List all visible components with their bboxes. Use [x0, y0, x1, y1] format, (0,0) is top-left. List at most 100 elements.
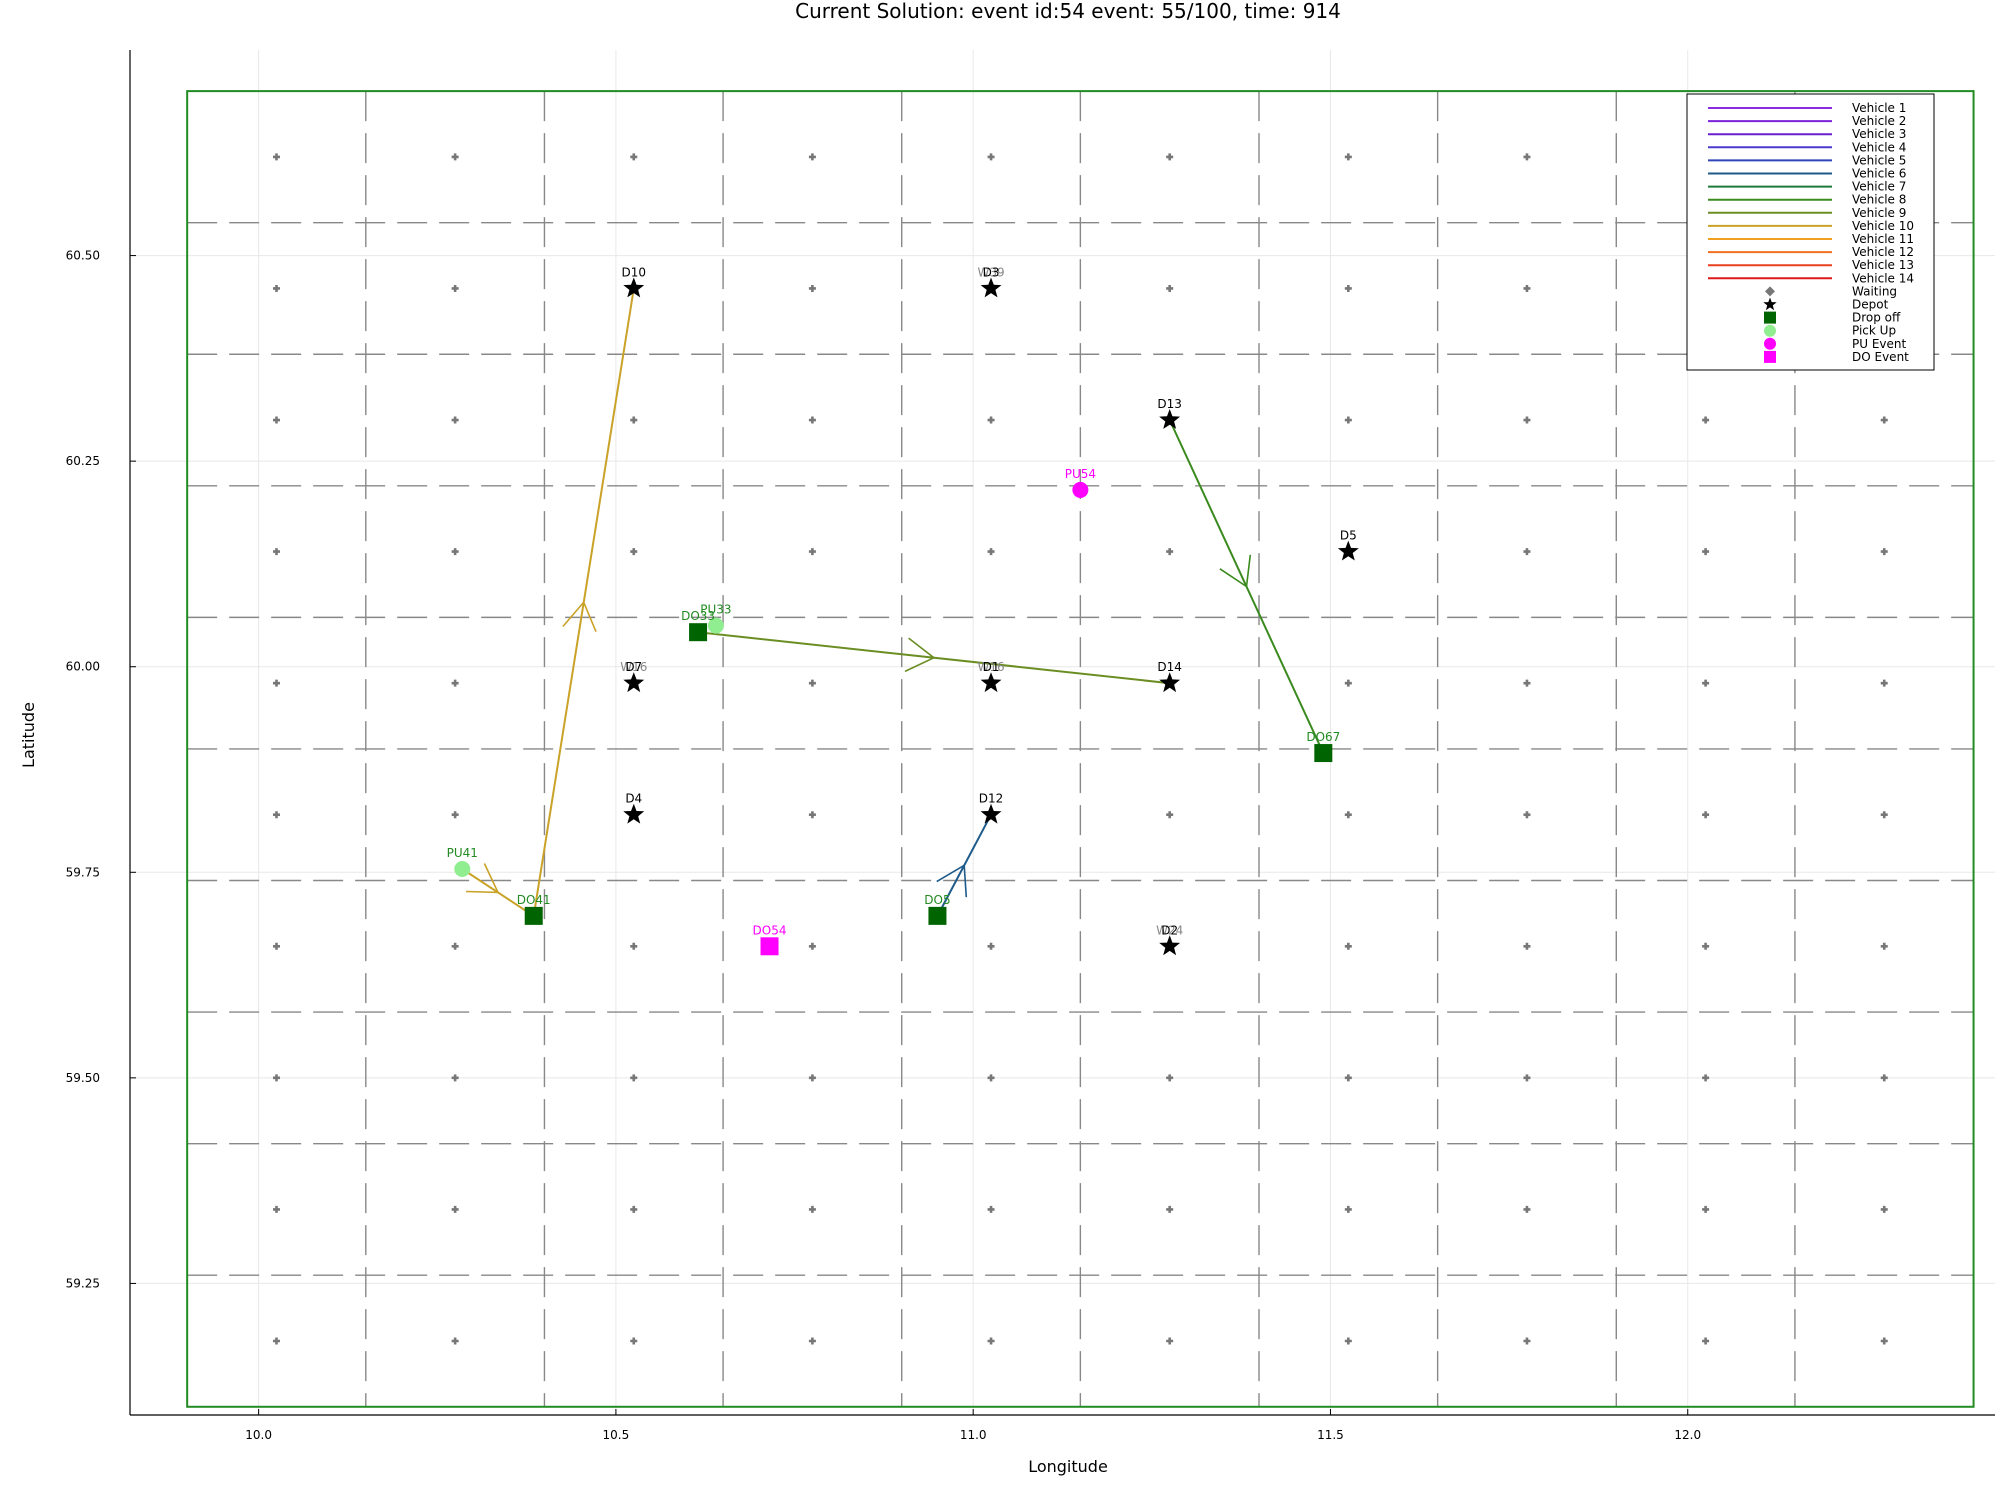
route-arrow — [936, 863, 968, 898]
waiting-marker — [630, 153, 638, 161]
depot-label: D13 — [1157, 397, 1182, 411]
legend-entry-label: Vehicle 14 — [1852, 271, 1914, 285]
waiting-marker — [1344, 284, 1352, 292]
depot-marker — [1159, 935, 1181, 956]
dropoff-label: DO67 — [1306, 730, 1340, 744]
waiting-marker — [1344, 811, 1352, 819]
waiting-marker — [1166, 1337, 1174, 1345]
waiting-marker — [1880, 1337, 1888, 1345]
waiting-marker — [808, 942, 816, 950]
legend-entry-label: Waiting — [1852, 284, 1897, 298]
y-tick-label: 60.00 — [66, 660, 100, 674]
waiting-marker — [272, 284, 280, 292]
waiting-marker — [451, 1074, 459, 1082]
waiting-marker — [1880, 942, 1888, 950]
x-tick-label: 11.0 — [960, 1428, 987, 1442]
depot-marker — [980, 672, 1002, 693]
route-arrow — [1219, 554, 1252, 588]
waiting-marker — [1344, 1205, 1352, 1213]
legend-circle-swatch — [1764, 324, 1776, 337]
legend-entry-label: Drop off — [1852, 311, 1901, 325]
legend-entry-label: Depot — [1852, 298, 1889, 312]
route-line — [461, 288, 635, 918]
depot-marker — [1337, 540, 1359, 561]
x-axis-label: Longitude — [1028, 1457, 1108, 1476]
waiting-marker — [1880, 1074, 1888, 1082]
waiting-marker — [1880, 679, 1888, 687]
pickup-label: PU41 — [447, 846, 478, 860]
waiting-marker — [272, 1205, 280, 1213]
y-tick-label: 60.25 — [66, 454, 100, 468]
legend-entry-label: Vehicle 11 — [1852, 232, 1914, 246]
waiting-marker — [987, 416, 995, 424]
waiting-marker — [1702, 416, 1710, 424]
waiting-marker — [987, 1337, 995, 1345]
waiting-marker — [808, 1337, 816, 1345]
waiting-label: W24 — [1156, 923, 1183, 937]
waiting-marker — [1523, 679, 1531, 687]
y-tick-label: 59.25 — [66, 1276, 100, 1290]
y-axis-label: Latitude — [19, 702, 38, 768]
legend-entry-label: Vehicle 6 — [1852, 167, 1906, 181]
waiting-marker — [808, 679, 816, 687]
pu-event-label: PU54 — [1065, 467, 1096, 481]
y-tick-label: 59.50 — [66, 1071, 100, 1085]
legend-entry-label: Vehicle 3 — [1852, 127, 1906, 141]
legend-entry-label: Vehicle 12 — [1852, 245, 1914, 259]
waiting-marker — [808, 1074, 816, 1082]
waiting-marker — [1166, 153, 1174, 161]
waiting-marker — [1523, 548, 1531, 556]
waiting-marker — [272, 679, 280, 687]
x-tick-label: 11.5 — [1317, 1428, 1344, 1442]
legend-entry-label: PU Event — [1852, 337, 1907, 351]
waiting-marker — [630, 416, 638, 424]
waiting-marker — [987, 1074, 995, 1082]
waiting-marker — [451, 284, 459, 292]
waiting-marker — [1702, 679, 1710, 687]
legend-entry-label: Vehicle 5 — [1852, 153, 1906, 167]
waiting-marker — [1702, 811, 1710, 819]
waiting-marker — [1344, 1074, 1352, 1082]
legend-star-swatch — [1763, 297, 1777, 311]
waiting-marker — [451, 811, 459, 819]
chart-title: Current Solution: event id:54 event: 55/… — [795, 0, 1341, 23]
waiting-marker — [1166, 811, 1174, 819]
do-event-marker — [760, 937, 779, 956]
depot-label: D3 — [983, 265, 1000, 279]
depot-marker — [623, 277, 645, 298]
waiting-marker — [1344, 1337, 1352, 1345]
waiting-marker — [272, 153, 280, 161]
waiting-marker — [1702, 1205, 1710, 1213]
depot-marker — [623, 672, 645, 693]
legend-circle-swatch — [1764, 337, 1776, 350]
depot-marker — [623, 803, 645, 824]
waiting-marker — [808, 1205, 816, 1213]
legend-entry-label: Vehicle 7 — [1852, 180, 1906, 194]
waiting-marker — [808, 153, 816, 161]
dropoff-label: DO33 — [681, 609, 715, 623]
depot-label: D12 — [979, 792, 1004, 806]
depot-label: D14 — [1157, 660, 1182, 674]
dropoff-marker — [524, 906, 543, 925]
waiting-marker — [1523, 1205, 1531, 1213]
waiting-marker — [808, 416, 816, 424]
waiting-marker — [987, 548, 995, 556]
pickup-label: PU33 — [700, 603, 731, 617]
waiting-marker — [1166, 284, 1174, 292]
waiting-label: W16 — [620, 660, 647, 674]
route-arrow — [465, 863, 500, 894]
waiting-marker — [630, 548, 638, 556]
depot-label: D4 — [625, 792, 642, 806]
waiting-marker — [1702, 548, 1710, 556]
waiting-marker — [272, 942, 280, 950]
region-boundary — [186, 90, 1975, 1408]
depot-marker — [1159, 409, 1181, 429]
dropoff-marker — [928, 906, 947, 925]
legend-entry-label: Vehicle 8 — [1852, 193, 1906, 207]
do-event-label: DO54 — [753, 923, 787, 937]
waiting-marker — [1880, 548, 1888, 556]
legend-entry-label: Pick Up — [1852, 324, 1896, 338]
waiting-marker — [630, 942, 638, 950]
